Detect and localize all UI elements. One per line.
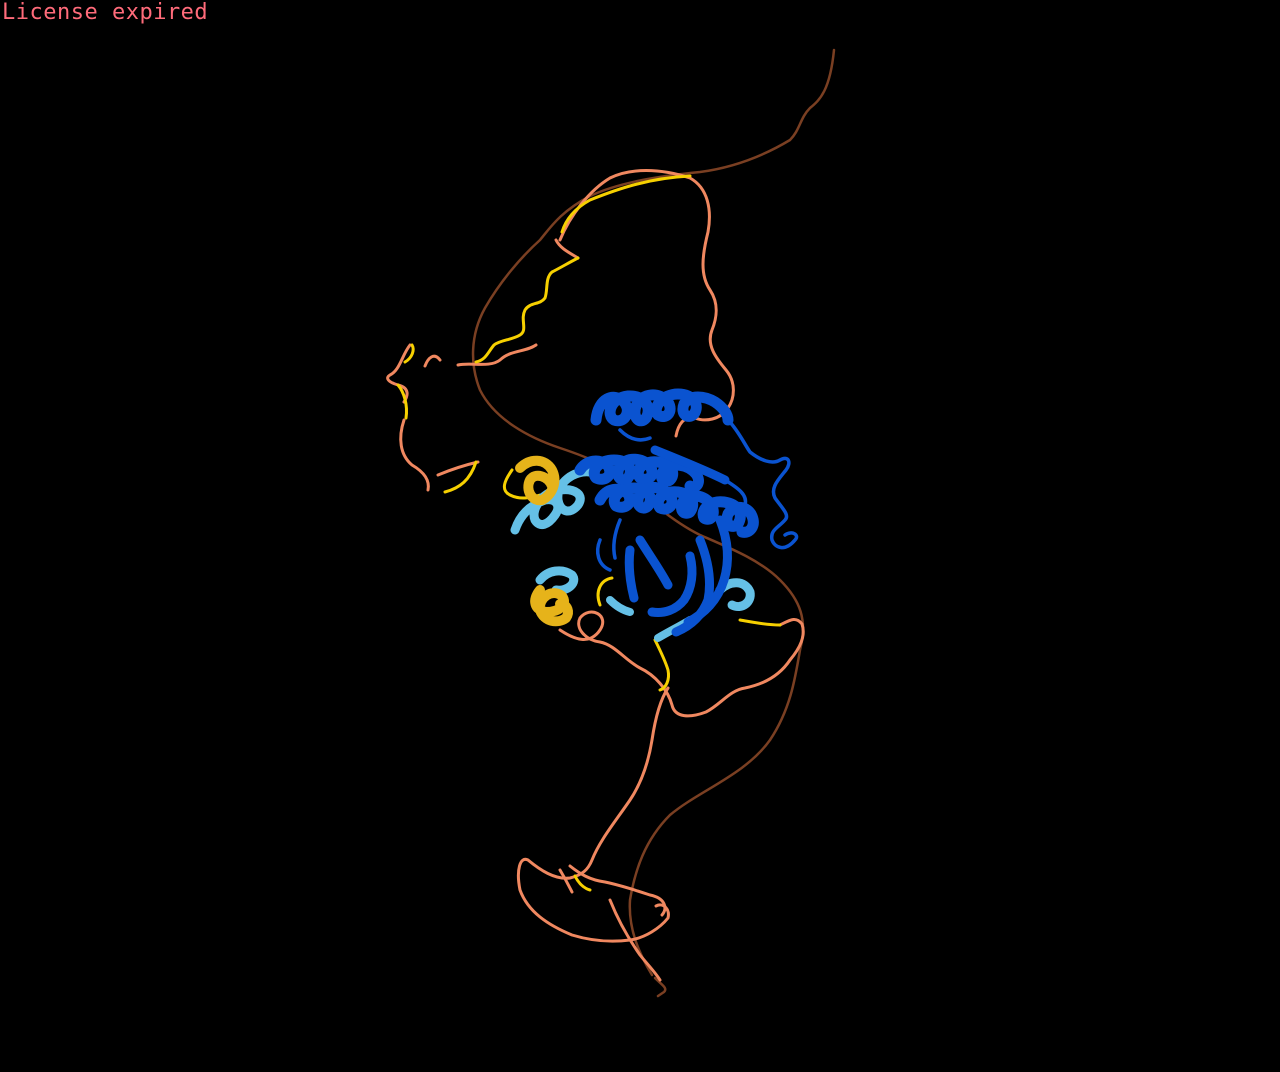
license-expired-notice: License expired (2, 0, 209, 25)
coil-very-low (386, 169, 805, 982)
coil-very-high (596, 418, 799, 572)
helix-very-high (574, 388, 759, 538)
strand-very-high (624, 445, 732, 637)
helix-gold (515, 455, 573, 627)
coil-very-low-dark (471, 48, 836, 998)
